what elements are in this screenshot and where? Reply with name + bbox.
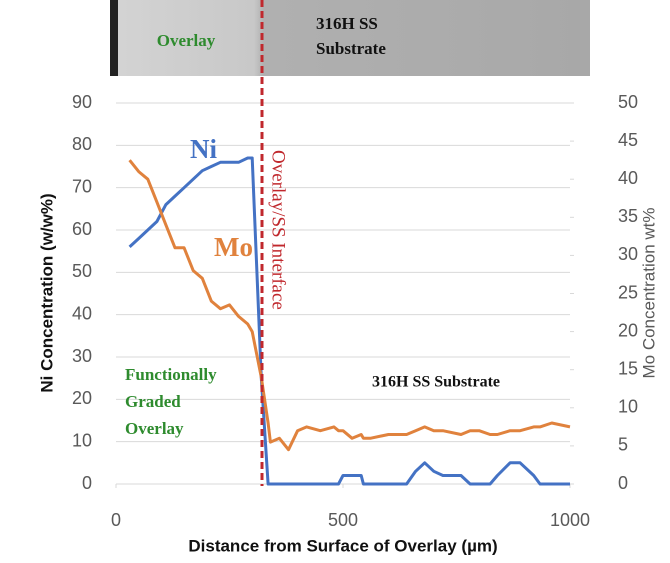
y-tick-label: 0 xyxy=(82,473,92,493)
substrate-label: Substrate xyxy=(316,39,386,58)
y2-tick-label: 25 xyxy=(618,282,638,302)
x-axis-title: Distance from Surface of Overlay (µm) xyxy=(188,536,497,555)
y2-tick-label: 50 xyxy=(618,92,638,112)
y-tick-label: 40 xyxy=(72,303,92,323)
interface-label: Overlay/SS Interface xyxy=(268,150,289,310)
substrate-label: 316H SS xyxy=(316,14,378,33)
substrate-annotation: 316H SS Substrate xyxy=(372,374,500,391)
series-label: Mo xyxy=(214,232,253,262)
x-tick-label: 1000 xyxy=(550,510,590,530)
micrograph: Overlay 316H SS Substrate xyxy=(110,0,590,76)
x-tick-label: 500 xyxy=(328,510,358,530)
y-tick-label: 20 xyxy=(72,388,92,408)
micrograph-image xyxy=(110,0,590,76)
y2-axis-title: Mo Concentration wt% xyxy=(639,207,658,378)
series-label: Ni xyxy=(190,134,217,164)
y2-tick-label: 0 xyxy=(618,473,628,493)
x-tick-label: 0 xyxy=(111,510,121,530)
y-axis-title: Ni Concentration (w/w%) xyxy=(37,193,56,392)
graded-label: Overlay xyxy=(125,419,184,438)
y-tick-label: 70 xyxy=(72,176,92,196)
y2-tick-label: 5 xyxy=(618,435,628,455)
y-tick-label: 60 xyxy=(72,219,92,239)
y-tick-label: 50 xyxy=(72,261,92,281)
y2-tick-label: 15 xyxy=(618,358,638,378)
graded-label: Functionally xyxy=(125,365,217,384)
y2-tick-label: 40 xyxy=(618,168,638,188)
y2-tick-label: 45 xyxy=(618,130,638,150)
y-tick-label: 80 xyxy=(72,134,92,154)
y-tick-label: 90 xyxy=(72,92,92,112)
micrograph-edge xyxy=(110,0,118,76)
y-tick-label: 30 xyxy=(72,346,92,366)
y2-tick-label: 35 xyxy=(618,206,638,226)
y2-tick-label: 10 xyxy=(618,397,638,417)
series-line xyxy=(128,156,570,486)
series-line xyxy=(128,159,571,452)
y-tick-label: 10 xyxy=(72,430,92,450)
graded-label: Graded xyxy=(125,392,181,411)
overlay-label: Overlay xyxy=(157,31,216,50)
plot-area: 0102030405060708090051015202530354045500… xyxy=(72,92,638,530)
y2-tick-label: 30 xyxy=(618,244,638,264)
y2-tick-label: 20 xyxy=(618,320,638,340)
